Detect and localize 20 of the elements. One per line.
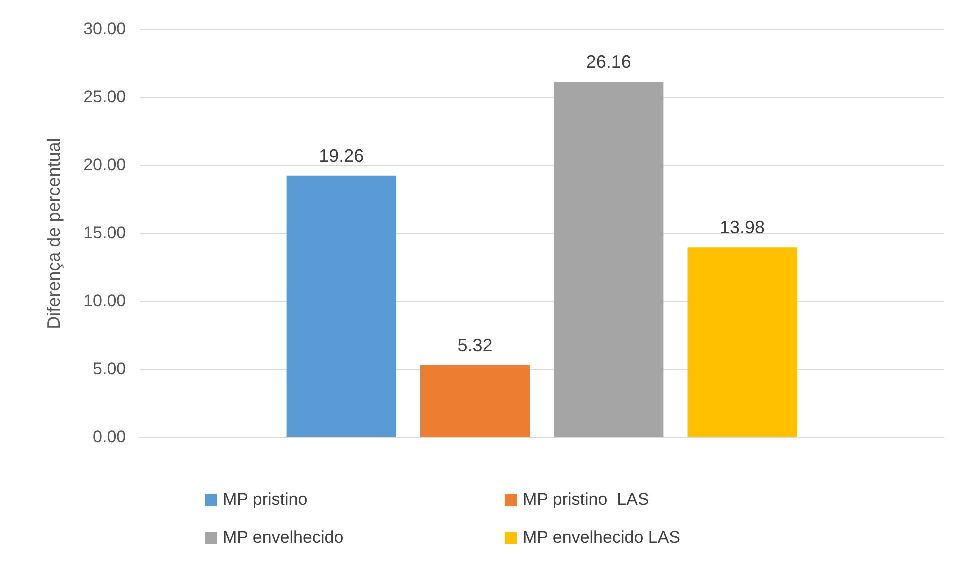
bar bbox=[286, 176, 396, 438]
y-tick-label: 25.00 bbox=[84, 88, 126, 107]
bar bbox=[688, 248, 798, 438]
y-tick-label: 30.00 bbox=[84, 20, 126, 39]
bar bbox=[554, 82, 664, 438]
legend-label: MP pristino LAS bbox=[523, 490, 650, 510]
data-label: 19.26 bbox=[319, 146, 364, 166]
data-label: 5.32 bbox=[458, 335, 493, 356]
y-tick-label: 5.00 bbox=[93, 359, 126, 378]
y-tick-label: 20.00 bbox=[84, 156, 126, 175]
legend-label: MP envelhecido LAS bbox=[523, 528, 681, 548]
y-tick-label: 0.00 bbox=[93, 427, 126, 446]
y-axis-title: Diferença de percentual bbox=[44, 138, 64, 330]
legend-label: MP envelhecido bbox=[223, 528, 344, 548]
y-tick-label: 15.00 bbox=[84, 223, 126, 242]
bar bbox=[420, 365, 530, 438]
data-label: 13.98 bbox=[720, 218, 766, 238]
legend-label: MP pristino bbox=[223, 490, 308, 510]
data-label: 26.16 bbox=[586, 52, 632, 72]
y-tick-label: 10.00 bbox=[84, 291, 126, 310]
